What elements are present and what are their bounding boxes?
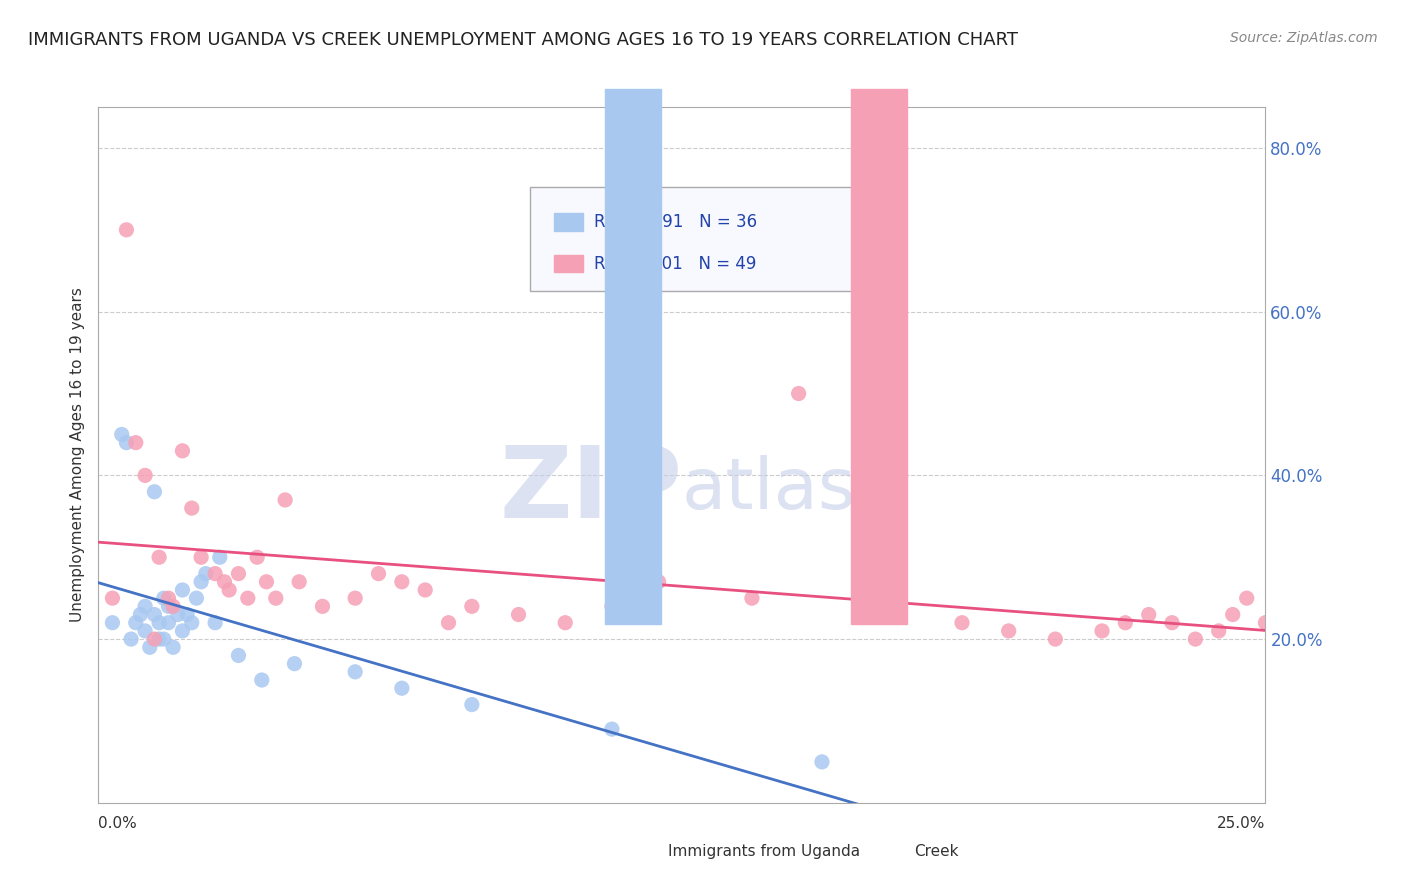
- Point: [111, 427, 134, 442]
- Point: [787, 386, 810, 401]
- Point: [125, 435, 148, 450]
- Point: [115, 435, 138, 450]
- Bar: [554, 213, 582, 230]
- Text: Immigrants from Uganda: Immigrants from Uganda: [668, 845, 860, 859]
- Point: [647, 574, 669, 589]
- Text: 25.0%: 25.0%: [1218, 816, 1265, 831]
- Point: [1208, 624, 1230, 638]
- Text: R =  0.301   N = 49: R = 0.301 N = 49: [595, 254, 756, 273]
- Point: [148, 632, 170, 646]
- Point: [180, 501, 202, 516]
- Point: [176, 607, 198, 622]
- Point: [880, 591, 903, 606]
- Point: [148, 550, 170, 565]
- Point: [157, 615, 180, 630]
- FancyBboxPatch shape: [530, 187, 858, 292]
- Point: [157, 591, 180, 606]
- Point: [811, 755, 834, 769]
- Point: [236, 591, 259, 606]
- Point: [228, 648, 250, 663]
- Point: [311, 599, 333, 614]
- Text: 0.0%: 0.0%: [98, 816, 138, 831]
- Text: R = -0.291   N = 36: R = -0.291 N = 36: [595, 213, 758, 231]
- Point: [256, 574, 278, 589]
- Point: [391, 574, 413, 589]
- Point: [600, 722, 623, 736]
- Point: [283, 657, 305, 671]
- Point: [600, 599, 623, 614]
- Point: [1137, 607, 1160, 622]
- Point: [204, 615, 226, 630]
- Point: [554, 615, 576, 630]
- Point: [129, 607, 152, 622]
- Point: [157, 599, 180, 614]
- Point: [115, 223, 138, 237]
- Point: [101, 591, 124, 606]
- Point: [204, 566, 226, 581]
- Point: [162, 599, 184, 614]
- Point: [461, 599, 484, 614]
- Point: [172, 624, 194, 638]
- Point: [139, 640, 162, 655]
- Point: [391, 681, 413, 696]
- Point: [246, 550, 269, 565]
- Point: [172, 443, 194, 458]
- Point: [134, 468, 156, 483]
- Y-axis label: Unemployment Among Ages 16 to 19 years: Unemployment Among Ages 16 to 19 years: [69, 287, 84, 623]
- Point: [288, 574, 311, 589]
- Point: [413, 582, 436, 597]
- Point: [180, 615, 202, 630]
- Point: [250, 673, 273, 687]
- Point: [997, 624, 1019, 638]
- Point: [1301, 615, 1323, 630]
- Text: Source: ZipAtlas.com: Source: ZipAtlas.com: [1230, 31, 1378, 45]
- Point: [190, 574, 212, 589]
- Point: [1254, 615, 1277, 630]
- Point: [162, 640, 184, 655]
- Point: [508, 607, 530, 622]
- Point: [461, 698, 484, 712]
- Point: [143, 632, 166, 646]
- Point: [152, 632, 174, 646]
- Point: [134, 599, 156, 614]
- Point: [208, 550, 231, 565]
- Point: [1045, 632, 1067, 646]
- Point: [214, 574, 236, 589]
- Text: IMMIGRANTS FROM UGANDA VS CREEK UNEMPLOYMENT AMONG AGES 16 TO 19 YEARS CORRELATI: IMMIGRANTS FROM UGANDA VS CREEK UNEMPLOY…: [28, 31, 1018, 49]
- Text: ZIP: ZIP: [499, 442, 682, 538]
- Point: [143, 607, 166, 622]
- Point: [172, 582, 194, 597]
- Point: [1236, 591, 1258, 606]
- Point: [1114, 615, 1136, 630]
- Point: [134, 624, 156, 638]
- Point: [1222, 607, 1244, 622]
- Point: [143, 484, 166, 499]
- Bar: [554, 255, 582, 272]
- Point: [437, 615, 460, 630]
- Point: [120, 632, 142, 646]
- Point: [264, 591, 287, 606]
- Point: [166, 607, 188, 622]
- Point: [741, 591, 763, 606]
- Point: [218, 582, 240, 597]
- Point: [274, 492, 297, 507]
- Point: [148, 615, 170, 630]
- Text: atlas: atlas: [682, 455, 856, 524]
- Point: [1161, 615, 1184, 630]
- Point: [125, 615, 148, 630]
- Point: [101, 615, 124, 630]
- Point: [344, 665, 367, 679]
- Point: [1091, 624, 1114, 638]
- Point: [1184, 632, 1206, 646]
- Point: [950, 615, 973, 630]
- Point: [228, 566, 250, 581]
- Point: [367, 566, 389, 581]
- Point: [1278, 624, 1301, 638]
- Point: [152, 591, 174, 606]
- Point: [186, 591, 208, 606]
- Point: [194, 566, 217, 581]
- Point: [344, 591, 367, 606]
- Text: Creek: Creek: [914, 845, 959, 859]
- Point: [190, 550, 212, 565]
